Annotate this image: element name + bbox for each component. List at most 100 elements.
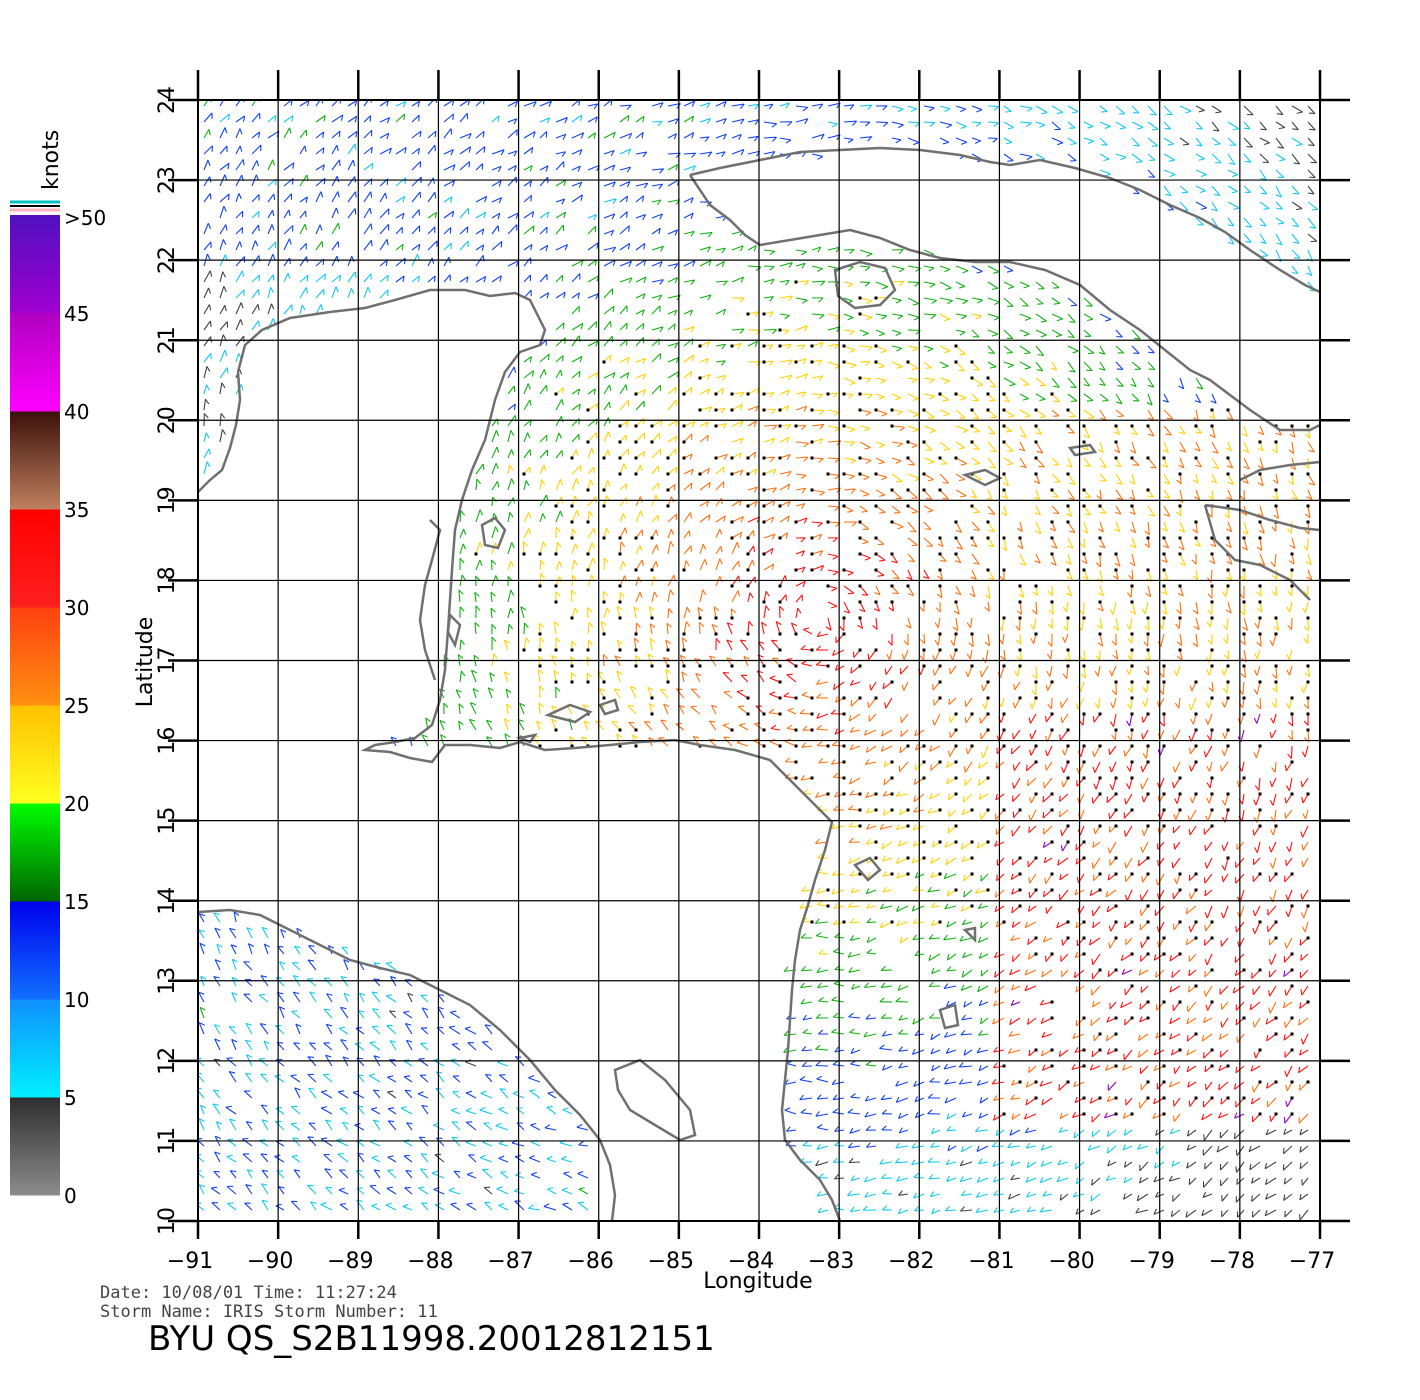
wind-barb-flag xyxy=(768,360,774,367)
wind-barb xyxy=(1083,345,1095,354)
wind-barb-flag xyxy=(815,645,822,651)
wind-barb xyxy=(875,409,888,415)
wind-barb xyxy=(800,777,813,781)
wind-barb-flag xyxy=(706,435,709,442)
wind-barb xyxy=(1254,905,1261,917)
wind-barb xyxy=(1067,297,1078,306)
wind-barb xyxy=(955,537,963,550)
wind-barb xyxy=(979,793,989,800)
wind-barb-flag xyxy=(754,576,757,583)
wind-barb xyxy=(1236,841,1245,850)
wind-barb-flag xyxy=(936,593,943,599)
wind-barb-flag xyxy=(570,672,576,677)
wind-barb xyxy=(555,369,562,379)
wind-barb xyxy=(987,329,999,335)
wind-barb-flag xyxy=(658,294,663,301)
wind-barb xyxy=(667,589,671,603)
wind-barb xyxy=(859,505,868,512)
wind-barb xyxy=(1115,569,1119,580)
wind-barb xyxy=(1172,857,1181,869)
wind-barb xyxy=(987,121,999,124)
rain-flag-dot xyxy=(538,664,542,668)
wind-barb xyxy=(379,259,388,267)
rain-flag-dot xyxy=(938,808,942,812)
wind-barb xyxy=(923,537,934,547)
wind-barb-flag xyxy=(930,902,936,908)
wind-barb-flag xyxy=(785,405,790,412)
wind-barb-flag xyxy=(1241,546,1248,551)
wind-barb xyxy=(1227,601,1232,614)
wind-barb xyxy=(955,473,966,480)
wind-barb xyxy=(1110,761,1117,773)
wind-barb xyxy=(1259,425,1265,435)
wind-barb-flag xyxy=(1137,859,1140,867)
wind-barb-flag xyxy=(691,115,695,123)
wind-barb-flag xyxy=(961,808,966,815)
wind-barb-flag xyxy=(1108,812,1111,820)
wind-barb xyxy=(1307,569,1313,580)
wind-barb-flag xyxy=(574,607,579,614)
wind-barb xyxy=(939,281,952,289)
rain-flag-dot xyxy=(1130,744,1134,748)
rain-flag-dot xyxy=(922,472,926,476)
wind-barb xyxy=(1195,633,1199,647)
wind-barb xyxy=(675,723,685,731)
wind-barb-flag xyxy=(849,726,855,733)
wind-barb xyxy=(1172,825,1181,834)
wind-barb xyxy=(635,243,646,251)
rain-flag-dot xyxy=(1210,792,1214,796)
rain-flag-dot xyxy=(1194,520,1198,524)
wind-barb-flag xyxy=(1103,158,1110,162)
wind-barb-flag xyxy=(468,161,471,168)
rain-flag-dot xyxy=(1146,872,1150,876)
wind-barb xyxy=(1307,121,1316,131)
wind-barb xyxy=(667,386,677,395)
wind-barb xyxy=(771,639,781,651)
wind-barb-flag xyxy=(1245,225,1252,228)
wind-barb xyxy=(459,226,469,235)
wind-barb-flag xyxy=(1182,143,1190,146)
wind-barb-flag xyxy=(1291,497,1298,500)
wind-barb xyxy=(1275,201,1283,210)
wind-barb xyxy=(907,265,921,269)
wind-barb-flag xyxy=(1254,785,1260,791)
wind-barb xyxy=(503,718,509,731)
wind-barb-flag xyxy=(1042,890,1045,897)
wind-barb-flag xyxy=(626,104,632,110)
wind-barb-flag xyxy=(723,515,726,522)
rain-flag-dot xyxy=(1114,728,1118,732)
wind-barb-flag xyxy=(670,529,675,535)
wind-barb xyxy=(1179,633,1183,646)
wind-barb-flag xyxy=(788,295,794,301)
wind-barb-flag xyxy=(1168,159,1175,162)
wind-barb xyxy=(1178,617,1181,629)
wind-barb-flag xyxy=(864,557,871,561)
rain-flag-dot xyxy=(634,648,638,652)
wind-barb xyxy=(522,541,525,555)
rain-flag-dot xyxy=(602,696,606,700)
wind-barb xyxy=(603,384,610,395)
wind-barb-flag xyxy=(981,684,984,691)
rain-flag-dot xyxy=(1082,568,1086,572)
wind-barb xyxy=(843,585,855,594)
wind-barb xyxy=(251,144,262,155)
wind-barb-flag xyxy=(804,118,809,125)
wind-barb-flag xyxy=(659,168,665,174)
rain-flag-dot xyxy=(762,552,766,556)
wind-barb xyxy=(747,311,759,315)
wind-barb xyxy=(523,274,531,283)
wind-barb-flag xyxy=(739,499,742,506)
wind-barb-flag xyxy=(337,191,340,198)
wind-barb-flag xyxy=(1005,110,1012,113)
wind-barb xyxy=(411,225,420,235)
wind-barb xyxy=(663,703,669,715)
wind-barb-flag xyxy=(636,622,641,628)
rain-flag-dot xyxy=(1226,856,1230,860)
wind-barb xyxy=(1099,601,1104,612)
rain-flag-dot xyxy=(650,440,654,444)
rain-flag-dot xyxy=(1082,744,1086,748)
rain-flag-dot xyxy=(1130,584,1134,588)
wind-barb-flag xyxy=(1115,464,1122,468)
wind-barb xyxy=(1099,361,1106,371)
wind-barb xyxy=(1028,825,1037,833)
